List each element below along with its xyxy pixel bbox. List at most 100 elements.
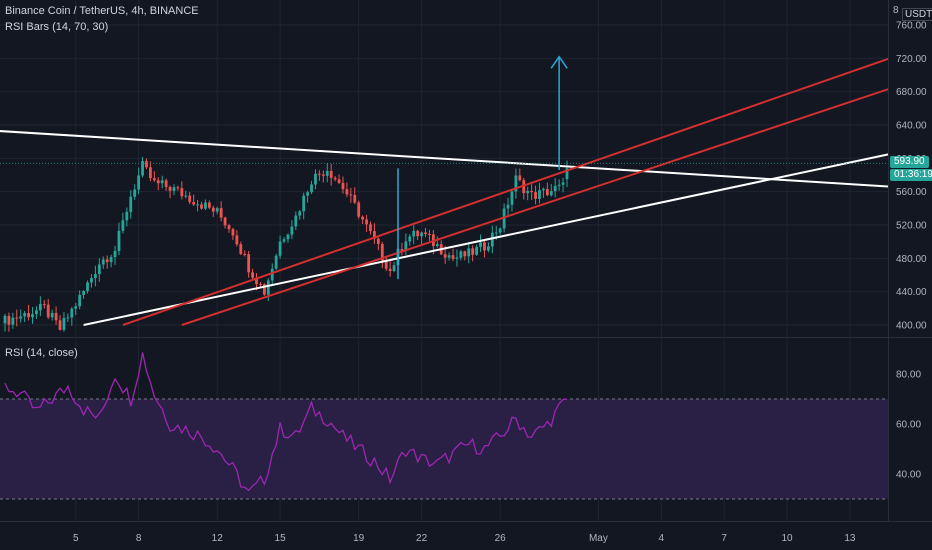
candle bbox=[227, 223, 231, 233]
candle-body bbox=[530, 190, 534, 193]
candle-body bbox=[251, 272, 254, 278]
candle-body bbox=[373, 231, 376, 239]
candle bbox=[557, 179, 561, 191]
rsi-axis[interactable]: 80.00 60.00 40.00 bbox=[896, 370, 921, 481]
rsi-tick-label: 60.00 bbox=[896, 420, 921, 431]
candle-body bbox=[145, 161, 148, 168]
candle bbox=[160, 175, 164, 189]
candle-body bbox=[121, 220, 125, 231]
candle bbox=[215, 206, 219, 215]
current-price-badge: 593.90 bbox=[890, 156, 929, 169]
candle-body bbox=[353, 195, 357, 203]
price-tick-label: 400.00 bbox=[896, 321, 927, 332]
indicator-legend[interactable]: RSI Bars (14, 70, 30) bbox=[5, 21, 109, 33]
candle bbox=[223, 216, 227, 229]
candle-body bbox=[325, 170, 329, 176]
candle bbox=[266, 278, 270, 302]
candle bbox=[247, 250, 251, 278]
candle-body bbox=[117, 230, 121, 251]
candle-body bbox=[475, 246, 478, 255]
candle bbox=[82, 290, 85, 299]
candle-body bbox=[451, 255, 455, 259]
time-tick-label: 13 bbox=[844, 533, 856, 544]
candle-body bbox=[538, 190, 541, 199]
candle-body bbox=[565, 168, 569, 180]
candle-body bbox=[306, 192, 310, 196]
candle bbox=[23, 310, 27, 323]
candle bbox=[542, 187, 545, 198]
candle bbox=[137, 167, 141, 195]
price-tick-label: 680.00 bbox=[896, 87, 927, 98]
candle bbox=[207, 200, 211, 210]
candle bbox=[125, 207, 129, 227]
currency-unit-label[interactable]: USDT bbox=[902, 8, 932, 21]
symbol-title[interactable]: Binance Coin / TetherUS, 4h, BINANCE bbox=[5, 5, 199, 17]
candle-body bbox=[545, 188, 549, 196]
candle-body bbox=[424, 232, 427, 234]
rsi-tick-label: 80.00 bbox=[896, 370, 921, 381]
candle-body bbox=[27, 313, 30, 318]
candle-body bbox=[184, 195, 188, 197]
candle bbox=[58, 315, 62, 331]
candle bbox=[420, 231, 423, 245]
candle-body bbox=[443, 254, 447, 258]
candle-body bbox=[15, 317, 19, 319]
price-tick-label: 760.00 bbox=[896, 21, 927, 32]
candle-body bbox=[553, 185, 557, 192]
candle bbox=[145, 158, 148, 170]
candle-body bbox=[19, 316, 23, 319]
candle-body bbox=[223, 217, 227, 226]
rsi-legend[interactable]: RSI (14, close) bbox=[5, 347, 78, 359]
candle bbox=[553, 178, 557, 198]
candle bbox=[42, 299, 46, 309]
candle-body bbox=[549, 191, 553, 196]
candle bbox=[412, 225, 416, 245]
candle-body bbox=[235, 235, 239, 245]
candle bbox=[78, 290, 82, 310]
candle bbox=[428, 229, 431, 241]
candle bbox=[90, 274, 93, 288]
candle bbox=[46, 298, 50, 320]
channel-line-2 bbox=[181, 88, 888, 326]
candle bbox=[262, 283, 266, 296]
candle-body bbox=[490, 232, 494, 247]
candle-body bbox=[156, 180, 160, 184]
candle bbox=[424, 227, 427, 237]
candle-body bbox=[270, 268, 274, 281]
candle bbox=[357, 200, 361, 219]
candle bbox=[152, 171, 156, 182]
drawings[interactable] bbox=[0, 0, 932, 326]
candle-body bbox=[408, 236, 412, 242]
candle-body bbox=[290, 226, 294, 235]
candle bbox=[526, 186, 530, 201]
candle-body bbox=[506, 204, 510, 209]
candle-body bbox=[321, 174, 325, 176]
candle bbox=[164, 178, 168, 191]
candle-body bbox=[514, 175, 518, 192]
candle bbox=[86, 280, 89, 294]
candle-body bbox=[282, 239, 286, 242]
rsi-line-series bbox=[4, 352, 568, 492]
candle-body bbox=[78, 294, 82, 307]
rsi-overbought-oversold-band bbox=[0, 399, 888, 499]
candle-body bbox=[262, 284, 266, 295]
candle-body bbox=[23, 313, 27, 317]
candle bbox=[325, 163, 329, 183]
candle-body bbox=[86, 282, 89, 292]
candle bbox=[345, 182, 349, 198]
candle-body bbox=[31, 314, 34, 318]
candle bbox=[66, 313, 70, 322]
candle bbox=[168, 185, 172, 199]
candle bbox=[451, 248, 455, 262]
time-axis[interactable]: 5 8 12 15 19 22 26 May 4 7 10 13 bbox=[73, 533, 856, 544]
candle bbox=[219, 201, 223, 222]
candle-body bbox=[526, 190, 530, 194]
candle-body bbox=[357, 202, 361, 217]
candle bbox=[200, 201, 203, 210]
candle-body bbox=[345, 189, 349, 195]
candle-body bbox=[486, 246, 490, 251]
candle-body bbox=[50, 312, 54, 318]
candle bbox=[7, 312, 11, 332]
candlestick-series[interactable] bbox=[3, 156, 569, 332]
